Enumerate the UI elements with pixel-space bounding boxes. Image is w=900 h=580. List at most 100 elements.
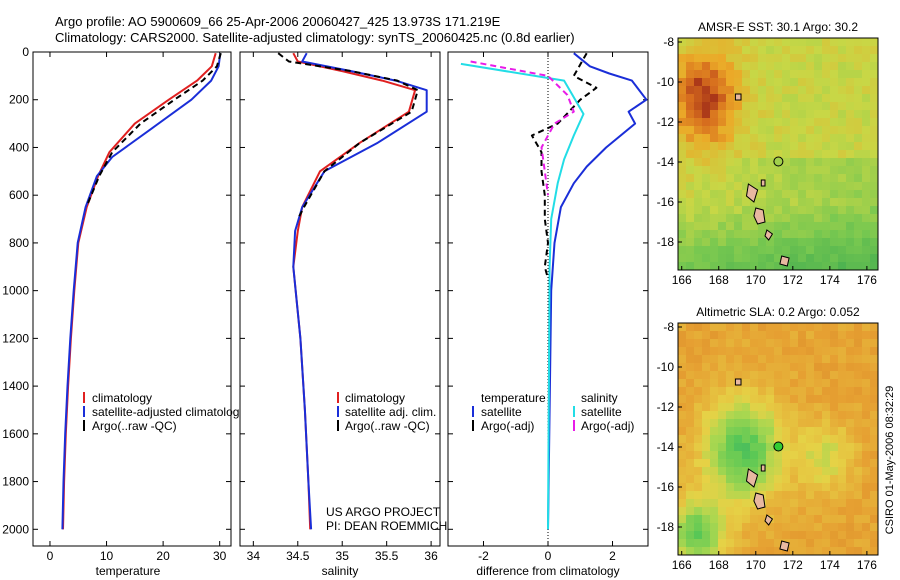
map-cell xyxy=(806,387,815,396)
map-cell xyxy=(846,262,855,270)
map-cell xyxy=(678,515,687,524)
map-cell xyxy=(750,86,759,95)
map-cell xyxy=(686,70,695,79)
map-cell xyxy=(718,411,727,420)
map-cell xyxy=(694,515,703,524)
map-cell xyxy=(862,142,871,151)
map-cell xyxy=(750,531,759,540)
map-cell xyxy=(814,198,823,207)
map-cell xyxy=(766,246,775,255)
map-cell xyxy=(694,491,703,500)
map-cell xyxy=(782,531,791,540)
map-cell xyxy=(846,347,855,356)
map-cell xyxy=(846,419,855,428)
map-cell xyxy=(678,254,687,263)
map-cell xyxy=(838,142,847,151)
map-cell xyxy=(694,355,703,364)
map-cell xyxy=(710,515,719,524)
map-cell xyxy=(814,206,823,215)
map-cell xyxy=(862,118,871,127)
map-cell xyxy=(742,126,751,135)
map-cell xyxy=(854,523,863,532)
map-cell xyxy=(830,254,839,263)
map-cell xyxy=(726,515,735,524)
map-cell xyxy=(734,198,743,207)
map-cell xyxy=(742,547,751,555)
map-cell xyxy=(814,507,823,516)
map-cell xyxy=(838,102,847,111)
map-cell xyxy=(870,46,878,55)
map-cell xyxy=(782,523,791,532)
map-cell xyxy=(718,323,727,332)
map-cell xyxy=(822,363,831,372)
map-cell xyxy=(870,94,878,103)
map-cell xyxy=(766,134,775,143)
map-cell xyxy=(734,102,743,111)
map-cell xyxy=(782,323,791,332)
map-cell xyxy=(678,371,687,380)
map-cell xyxy=(806,38,815,47)
map-cell xyxy=(766,158,775,167)
map-cell xyxy=(862,491,871,500)
map-cell xyxy=(718,427,727,436)
map-cell xyxy=(846,94,855,103)
map-cell xyxy=(862,363,871,372)
map-cell xyxy=(750,411,759,420)
map-cell xyxy=(838,387,847,396)
map-cell xyxy=(854,78,863,87)
map-cell xyxy=(710,483,719,492)
map-cell xyxy=(702,190,711,199)
map-cell xyxy=(790,499,799,508)
map-cell xyxy=(806,491,815,500)
map-cell xyxy=(758,507,767,516)
map-cell xyxy=(870,427,878,436)
map-cell xyxy=(806,174,815,183)
map-cell xyxy=(798,467,807,476)
map-cell xyxy=(838,174,847,183)
map-cell xyxy=(846,395,855,404)
map-cell xyxy=(830,483,839,492)
map-cell xyxy=(766,174,775,183)
map-cell xyxy=(862,451,871,460)
map-cell xyxy=(830,515,839,524)
map-cell xyxy=(686,158,695,167)
map-cell xyxy=(702,515,711,524)
map-cell xyxy=(782,118,791,127)
map-cell xyxy=(814,134,823,143)
map-cell xyxy=(798,371,807,380)
map-cell xyxy=(838,70,847,79)
map-cell xyxy=(830,347,839,356)
map-cell xyxy=(838,435,847,444)
map-cell xyxy=(806,451,815,460)
map-cell xyxy=(822,411,831,420)
map-cell xyxy=(838,331,847,340)
map-cell xyxy=(854,387,863,396)
map-cell xyxy=(742,102,751,111)
map-cell xyxy=(862,403,871,412)
map-cell xyxy=(750,339,759,348)
map-cell xyxy=(694,110,703,119)
map-cell xyxy=(678,214,687,223)
map-cell xyxy=(726,262,735,270)
map-cell xyxy=(774,331,783,340)
map-cell xyxy=(766,523,775,532)
map-cell xyxy=(782,206,791,215)
map-cell xyxy=(734,110,743,119)
map-cell xyxy=(790,198,799,207)
map-cell xyxy=(830,118,839,127)
map-cell xyxy=(702,443,711,452)
csiro-timestamp-label: CSIRO 01-May-2006 08:32:29 xyxy=(884,386,896,535)
map-cell xyxy=(726,483,735,492)
map-cell xyxy=(870,38,878,47)
map-cell xyxy=(710,142,719,151)
map-cell xyxy=(766,142,775,151)
map-cell xyxy=(814,70,823,79)
map-cell xyxy=(774,491,783,500)
map-cell xyxy=(782,379,791,388)
legend-argo-raw: Argo(..raw -QC) xyxy=(92,419,177,433)
map-cell xyxy=(678,46,687,55)
y-tick-label: 1000 xyxy=(2,284,29,298)
map-cell xyxy=(734,339,743,348)
map-cell xyxy=(726,134,735,143)
map-cell xyxy=(862,339,871,348)
